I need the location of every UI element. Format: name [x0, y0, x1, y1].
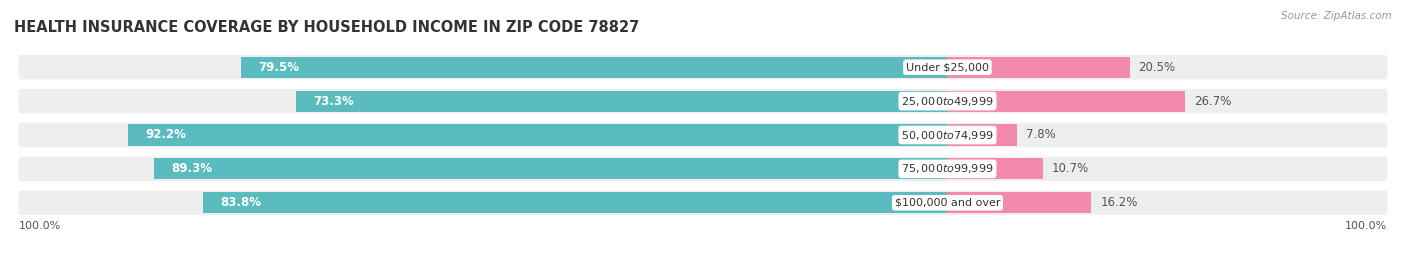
- Bar: [948, 124, 1017, 146]
- Text: 73.3%: 73.3%: [314, 94, 354, 108]
- FancyBboxPatch shape: [18, 89, 1388, 113]
- Bar: [948, 192, 1091, 213]
- Bar: [202, 192, 948, 213]
- Text: 10.7%: 10.7%: [1052, 162, 1088, 176]
- Text: 20.5%: 20.5%: [1139, 61, 1175, 74]
- FancyBboxPatch shape: [18, 157, 1388, 181]
- Text: Source: ZipAtlas.com: Source: ZipAtlas.com: [1281, 11, 1392, 21]
- Text: 89.3%: 89.3%: [172, 162, 212, 176]
- Text: 16.2%: 16.2%: [1101, 196, 1137, 209]
- Text: $100,000 and over: $100,000 and over: [894, 198, 1000, 208]
- Bar: [240, 57, 948, 78]
- Text: 26.7%: 26.7%: [1194, 94, 1232, 108]
- FancyBboxPatch shape: [18, 191, 1388, 215]
- Bar: [153, 158, 948, 179]
- FancyBboxPatch shape: [18, 55, 1388, 79]
- Bar: [948, 158, 1043, 179]
- FancyBboxPatch shape: [18, 123, 1388, 147]
- Text: 79.5%: 79.5%: [259, 61, 299, 74]
- Text: 7.8%: 7.8%: [1026, 129, 1056, 141]
- Text: $75,000 to $99,999: $75,000 to $99,999: [901, 162, 994, 176]
- Text: $50,000 to $74,999: $50,000 to $74,999: [901, 129, 994, 141]
- Text: $25,000 to $49,999: $25,000 to $49,999: [901, 94, 994, 108]
- Text: 83.8%: 83.8%: [221, 196, 262, 209]
- Legend: With Coverage, Without Coverage: With Coverage, Without Coverage: [464, 266, 721, 270]
- Text: 92.2%: 92.2%: [146, 129, 187, 141]
- Text: HEALTH INSURANCE COVERAGE BY HOUSEHOLD INCOME IN ZIP CODE 78827: HEALTH INSURANCE COVERAGE BY HOUSEHOLD I…: [14, 20, 640, 35]
- Bar: [948, 57, 1129, 78]
- Text: 100.0%: 100.0%: [18, 221, 60, 231]
- Bar: [295, 91, 948, 112]
- Bar: [128, 124, 948, 146]
- Bar: [948, 91, 1185, 112]
- Text: Under $25,000: Under $25,000: [905, 62, 988, 72]
- Text: 100.0%: 100.0%: [1346, 221, 1388, 231]
